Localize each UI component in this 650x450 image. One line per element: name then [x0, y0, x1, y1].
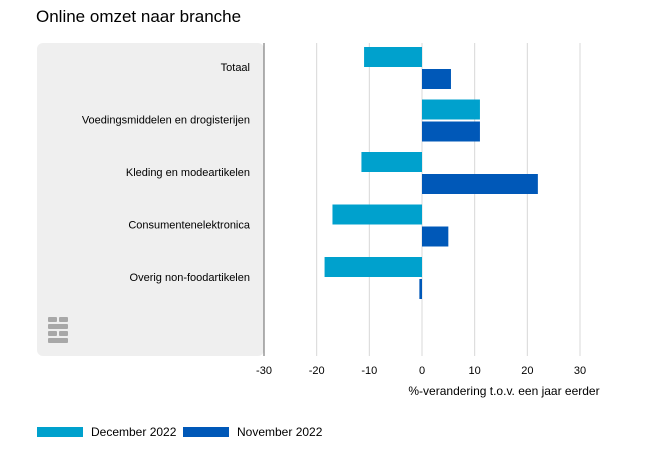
category-label: Consumentenelektronica — [128, 220, 251, 232]
bars — [324, 47, 538, 299]
category-label: Kleding en modeartikelen — [126, 167, 250, 179]
legend-swatch-november — [183, 427, 229, 437]
x-tick-label: 10 — [469, 365, 481, 377]
x-tick-label: -10 — [361, 365, 377, 377]
category-label: Voedingsmiddelen en drogisterijen — [82, 115, 250, 127]
bar-november — [422, 174, 538, 194]
grid-lines — [316, 43, 581, 356]
bar-december — [332, 204, 422, 225]
x-axis-label: %-verandering t.o.v. een jaar eerder — [408, 384, 599, 398]
category-label: Overig non-foodartikelen — [130, 272, 250, 284]
x-tick-label: 30 — [574, 365, 586, 377]
bar-november — [422, 121, 480, 142]
x-tick-label: 20 — [521, 365, 533, 377]
legend-label-november: November 2022 — [237, 425, 323, 439]
legend-label-december: December 2022 — [91, 425, 177, 439]
category-labels: Totaal Voedingsmiddelen en drogisterijen K… — [82, 62, 251, 284]
bar-november — [419, 279, 422, 299]
label-panel — [37, 43, 264, 356]
x-tick-label: 0 — [419, 365, 425, 377]
legend-swatch-december — [37, 427, 83, 437]
legend-item-november: November 2022 — [183, 425, 322, 439]
x-tick-labels: -30 -20 -10 0 10 20 30 — [256, 365, 586, 377]
bar-november — [422, 226, 449, 247]
bar-december — [422, 99, 480, 120]
bar-november — [422, 69, 451, 89]
bar-december — [364, 47, 422, 67]
bar-december — [361, 152, 422, 172]
legend-item-december: December 2022 — [37, 425, 176, 439]
x-tick-label: -20 — [309, 365, 325, 377]
chart-title: Online omzet naar branche — [36, 7, 242, 26]
cbs-logo-icon — [48, 317, 68, 343]
bar-december — [324, 257, 422, 277]
x-tick-label: -30 — [256, 365, 272, 377]
category-label: Totaal — [221, 62, 250, 74]
